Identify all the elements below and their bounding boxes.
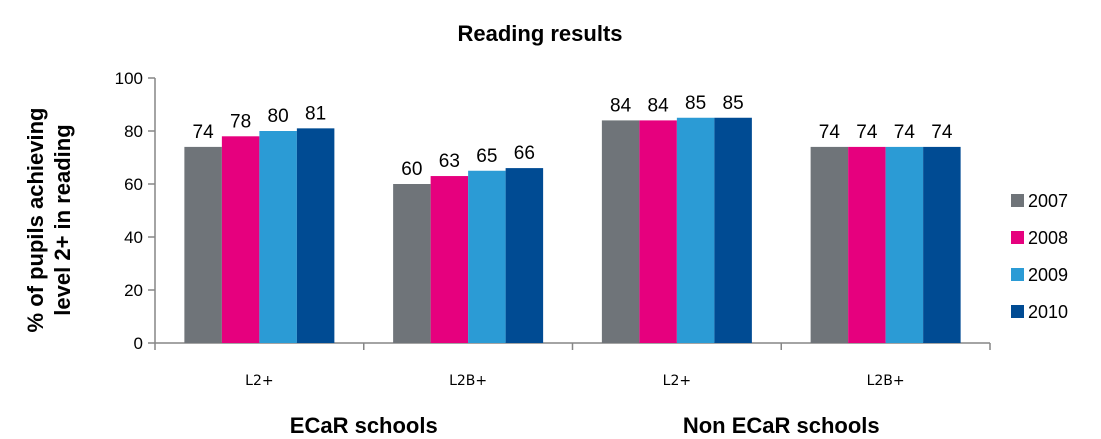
data-label-2007-cat-1: 60 — [401, 159, 422, 180]
data-label-2007-cat-0: 74 — [193, 122, 215, 143]
data-label-2007-cat-2: 84 — [610, 95, 632, 116]
bar-2009-cat-1 — [468, 170, 506, 343]
data-label-2008-cat-0: 78 — [230, 111, 251, 132]
bar-2007-cat-3 — [810, 146, 849, 343]
bar-2007-cat-0 — [184, 146, 222, 343]
data-label-2010-cat-2: 85 — [723, 93, 744, 114]
data-label-2009-cat-1: 65 — [476, 146, 497, 167]
legend-label-2007: 2007 — [1028, 191, 1068, 211]
data-label-2009-cat-0: 80 — [268, 106, 289, 127]
bar-2010-cat-1 — [505, 168, 544, 343]
y-tick-label: 80 — [124, 122, 143, 141]
group-label: Non ECaR schools — [683, 413, 880, 438]
legend: 2007 2008 2009 2010 — [1011, 191, 1068, 322]
x-category-label: L2+ — [663, 373, 691, 389]
y-axis-ticks: 0 20 40 60 80 100 — [115, 69, 155, 353]
legend-swatch-2008 — [1011, 231, 1024, 244]
bar-2010-cat-3 — [923, 146, 961, 343]
y-tick-label: 20 — [124, 281, 143, 300]
bars — [184, 117, 961, 344]
bar-2010-cat-2 — [714, 117, 752, 343]
data-label-2007-cat-3: 74 — [819, 122, 841, 143]
data-label-2008-cat-3: 74 — [856, 122, 878, 143]
bar-2008-cat-3 — [848, 146, 886, 343]
data-label-2008-cat-2: 84 — [648, 95, 670, 116]
chart-title: Reading results — [457, 21, 622, 46]
bar-2009-cat-2 — [676, 117, 715, 343]
data-label-2010-cat-1: 66 — [514, 143, 535, 164]
bar-2007-cat-1 — [393, 184, 431, 343]
legend-swatch-2007 — [1011, 194, 1024, 207]
bar-2008-cat-0 — [221, 136, 260, 343]
legend-label-2008: 2008 — [1028, 228, 1068, 248]
data-label-2010-cat-0: 81 — [305, 103, 326, 124]
bar-2008-cat-1 — [430, 176, 469, 343]
y-axis-label-line-1: % of pupils achieving — [23, 108, 48, 333]
x-category-label: L2B+ — [867, 373, 905, 389]
data-labels: 74 78 80 81 60 63 65 66 84 84 85 85 74 74 74 74 — [193, 93, 953, 180]
y-axis-label-line-2: level 2+ in reading — [50, 124, 75, 315]
data-label-2008-cat-1: 63 — [439, 151, 460, 172]
y-tick-label: 40 — [124, 228, 143, 247]
x-category-label: L2B+ — [449, 373, 487, 389]
bar-2009-cat-0 — [259, 131, 297, 343]
y-tick-label: 100 — [115, 69, 143, 88]
x-axis-group-labels: ECaR schools Non ECaR schools — [290, 413, 880, 438]
data-label-2010-cat-3: 74 — [931, 122, 953, 143]
bar-2010-cat-0 — [296, 128, 335, 343]
legend-swatch-2010 — [1011, 305, 1024, 318]
legend-label-2009: 2009 — [1028, 265, 1068, 285]
data-label-2009-cat-2: 85 — [685, 93, 706, 114]
x-category-label: L2+ — [245, 373, 273, 389]
bar-2008-cat-2 — [639, 120, 677, 344]
legend-label-2010: 2010 — [1028, 302, 1068, 322]
legend-swatch-2009 — [1011, 268, 1024, 281]
bar-2007-cat-2 — [601, 120, 640, 344]
y-tick-label: 0 — [134, 334, 143, 353]
group-label: ECaR schools — [290, 413, 438, 438]
data-label-2009-cat-3: 74 — [894, 122, 916, 143]
y-axis-label: % of pupils achieving level 2+ in readin… — [23, 108, 75, 333]
x-axis-category-labels: L2+ L2B+ L2+ L2B+ — [245, 373, 904, 389]
y-tick-label: 60 — [124, 175, 143, 194]
bar-2009-cat-3 — [885, 146, 924, 343]
